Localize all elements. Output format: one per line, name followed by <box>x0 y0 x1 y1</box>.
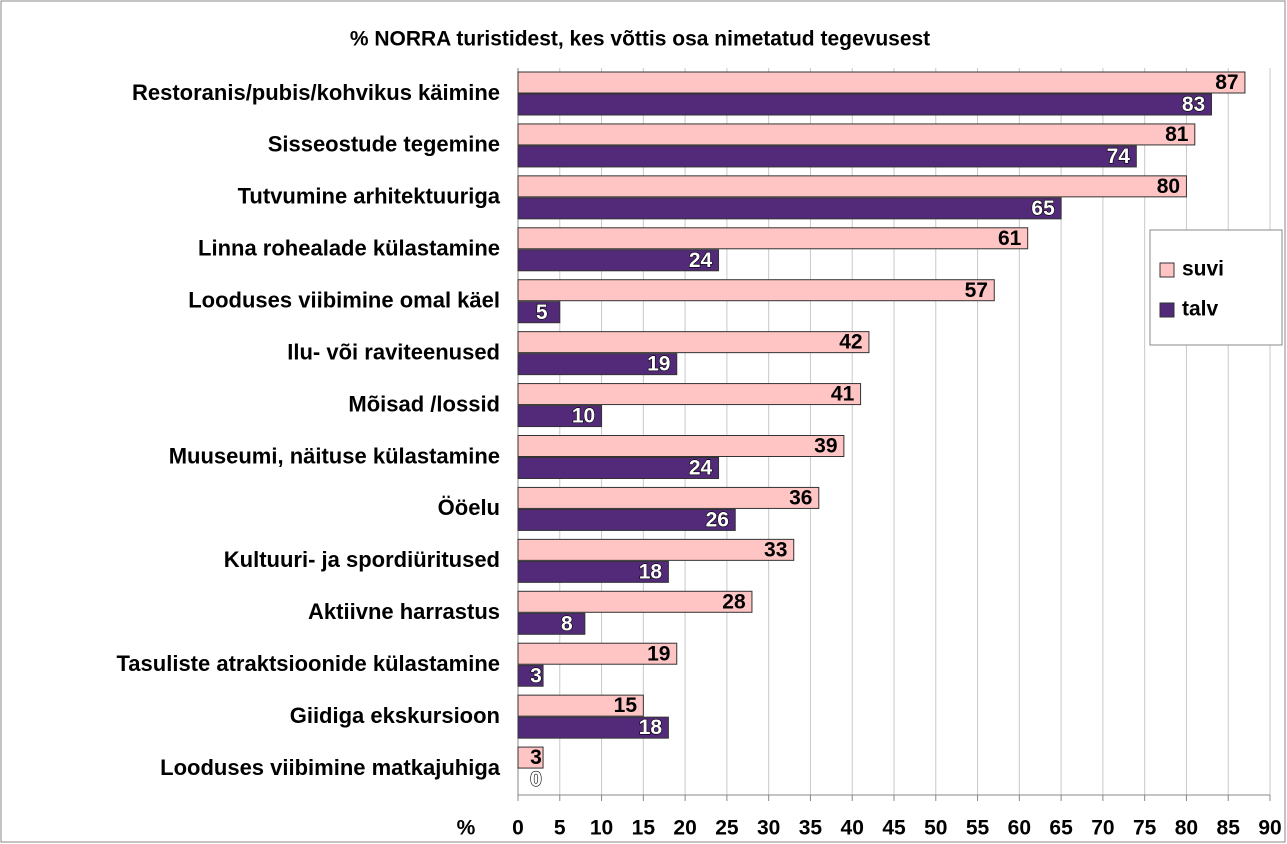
bar <box>517 383 862 406</box>
legend-box <box>1149 229 1283 346</box>
data-label: 18 <box>639 716 663 739</box>
bar <box>517 123 1196 146</box>
data-label: 3 <box>530 746 542 769</box>
x-tick-label: 0 <box>512 817 524 840</box>
y-tick-label: Muuseumi, näituse külastamine <box>169 443 500 468</box>
x-tick-label: 45 <box>882 817 906 840</box>
bar <box>517 694 644 717</box>
data-label: 10 <box>572 405 595 428</box>
data-label: 24 <box>689 457 713 480</box>
data-label: 80 <box>1157 175 1180 198</box>
x-axis-label: % <box>457 817 476 840</box>
bar <box>517 405 603 428</box>
data-label: 5 <box>536 301 548 324</box>
legend-swatch <box>1159 262 1175 278</box>
x-tick-label: 5 <box>554 817 566 840</box>
data-label: 83 <box>1182 93 1205 116</box>
data-label: 81 <box>1165 123 1189 146</box>
x-tick-label: 55 <box>966 817 990 840</box>
bar <box>517 227 1029 250</box>
data-label: 3 <box>530 664 542 687</box>
bar <box>517 716 669 739</box>
y-tick-label: Looduses viibimine matkajuhiga <box>160 755 501 780</box>
bar <box>517 560 669 583</box>
bar <box>517 612 586 635</box>
legend-swatch <box>1159 302 1175 318</box>
y-tick-label: Aktiivne harrastus <box>308 599 500 624</box>
bar <box>517 249 720 272</box>
x-tick-label: 40 <box>841 817 864 840</box>
bar <box>517 279 995 302</box>
data-label: 41 <box>831 383 855 406</box>
x-tick-label: 25 <box>715 817 739 840</box>
y-tick-label: Mõisad /lossid <box>348 391 500 416</box>
x-tick-label: 65 <box>1049 817 1073 840</box>
bar <box>517 538 795 561</box>
data-label: 65 <box>1031 197 1055 220</box>
y-tick-label: Tasuliste atraktsioonide külastamine <box>117 651 501 676</box>
data-label: 57 <box>965 279 988 302</box>
bar <box>517 331 870 354</box>
bar <box>517 590 753 613</box>
y-tick-label: Restoranis/pubis/kohvikus käimine <box>132 80 500 105</box>
y-tick-label: Kultuuri- ja spordiüritused <box>224 547 500 572</box>
y-tick-label: Looduses viibimine omal käel <box>188 287 500 312</box>
data-label: 36 <box>789 486 812 509</box>
chart-title: % NORRA turistidest, kes võttis osa nime… <box>350 28 930 51</box>
bar <box>517 71 1246 94</box>
bar <box>517 197 1062 220</box>
bar <box>517 435 845 457</box>
x-tick-label: 50 <box>924 817 947 840</box>
x-tick-label: 85 <box>1217 817 1241 840</box>
bar <box>517 746 544 769</box>
legend-label: suvi <box>1182 258 1224 281</box>
bar <box>517 457 720 479</box>
bar <box>517 664 544 687</box>
data-label: 87 <box>1215 71 1238 94</box>
x-tick-label: 30 <box>757 817 780 840</box>
bar <box>517 175 1187 198</box>
x-tick-label: 35 <box>799 817 823 840</box>
data-label: 8 <box>561 612 573 635</box>
y-tick-label: Ilu- või raviteenused <box>287 339 500 364</box>
data-label: 33 <box>764 538 787 561</box>
data-label: 19 <box>647 642 670 665</box>
y-tick-label: Giidiga ekskursioon <box>290 703 500 728</box>
data-label: 19 <box>647 353 670 376</box>
y-tick-label: Linna rohealade külastamine <box>198 236 500 261</box>
data-label: 0 <box>530 768 542 791</box>
x-tick-label: 80 <box>1175 817 1198 840</box>
bar <box>517 508 736 531</box>
data-label: 18 <box>639 560 663 583</box>
x-tick-label: 75 <box>1133 817 1157 840</box>
bar <box>517 93 1213 116</box>
bar <box>517 642 678 665</box>
x-tick-label: 15 <box>632 817 656 840</box>
x-tick-label: 90 <box>1258 817 1281 840</box>
x-tick-label: 70 <box>1091 817 1114 840</box>
bar <box>517 145 1137 168</box>
legend-label: talv <box>1182 298 1219 321</box>
data-label: 74 <box>1107 145 1131 168</box>
x-tick-label: 20 <box>673 817 696 840</box>
data-label: 15 <box>614 694 638 717</box>
data-label: 61 <box>998 227 1022 250</box>
bar <box>517 486 820 509</box>
x-tick-label: 60 <box>1008 817 1031 840</box>
y-tick-label: Sisseostude tegemine <box>268 132 500 157</box>
data-label: 28 <box>722 590 746 613</box>
data-label: 26 <box>706 508 729 531</box>
bar <box>517 353 678 376</box>
x-tick-label: 10 <box>590 817 613 840</box>
y-tick-label: Ööelu <box>438 495 500 520</box>
data-label: 39 <box>814 435 837 458</box>
bar <box>517 301 561 324</box>
data-label: 24 <box>689 249 713 272</box>
data-label: 42 <box>839 331 862 354</box>
y-tick-label: Tutvumine arhitektuuriga <box>238 184 501 209</box>
